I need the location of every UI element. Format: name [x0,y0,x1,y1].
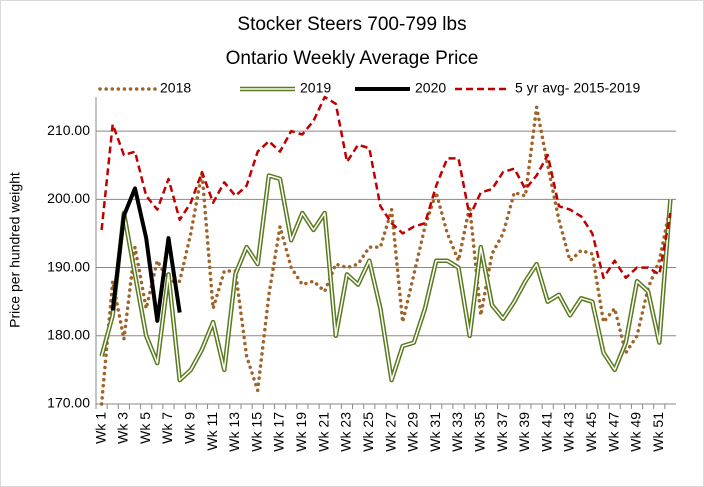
x-tick-label: Wk 1 [92,412,108,444]
x-tick-label: Wk 49 [628,412,644,452]
x-tick-label: Wk 41 [538,412,554,452]
x-tick-label: Wk 35 [472,412,488,452]
x-tick-label: Wk 37 [494,412,510,452]
x-tick-label: Wk 3 [115,412,131,444]
series-line-inner [100,174,672,381]
x-tick-label: Wk 39 [516,412,532,452]
x-tick-label: Wk 43 [561,412,577,452]
y-tick-label: 200.00 [47,190,90,206]
x-tick-label: Wk 21 [315,412,331,452]
y-tick-label: 190.00 [47,258,90,274]
x-tick-label: Wk 25 [360,412,376,452]
x-tick-label: Wk 29 [405,412,421,452]
y-tick-label: 170.00 [47,395,90,411]
x-tick-label: Wk 47 [605,412,621,452]
x-tick-label: Wk 13 [226,412,242,452]
x-tick-label: Wk 31 [427,412,443,452]
x-tick-label: Wk 19 [293,412,309,452]
x-tick-label: Wk 17 [271,412,287,452]
x-tick-label: Wk 7 [159,412,175,444]
x-tick-label: Wk 27 [382,412,398,452]
series-line [99,105,673,406]
x-tick-label: Wk 33 [449,412,465,452]
series-line [110,186,182,323]
x-tick-label: Wk 15 [248,412,264,452]
series-line [100,95,672,280]
x-tick-label: Wk 51 [650,412,666,452]
legend-label: 2020 [415,80,446,96]
y-axis-label: Price per hundred weight [7,172,23,328]
x-tick-label: Wk 11 [204,412,220,451]
legend-label: 5 yr avg- 2015-2019 [515,80,641,96]
x-tick-label: Wk 5 [137,412,153,444]
x-tick-label: Wk 23 [338,412,354,452]
y-tick-label: 210.00 [47,122,90,138]
chart-title: Stocker Steers 700-799 lbs [237,14,466,35]
chart-subtitle: Ontario Weekly Average Price [226,48,479,69]
legend-label: 2019 [300,80,331,96]
legend-label: 2018 [160,80,191,96]
x-tick-label: Wk 45 [583,412,599,452]
y-tick-label: 180.00 [47,326,90,342]
x-tick-label: Wk 9 [182,412,198,444]
